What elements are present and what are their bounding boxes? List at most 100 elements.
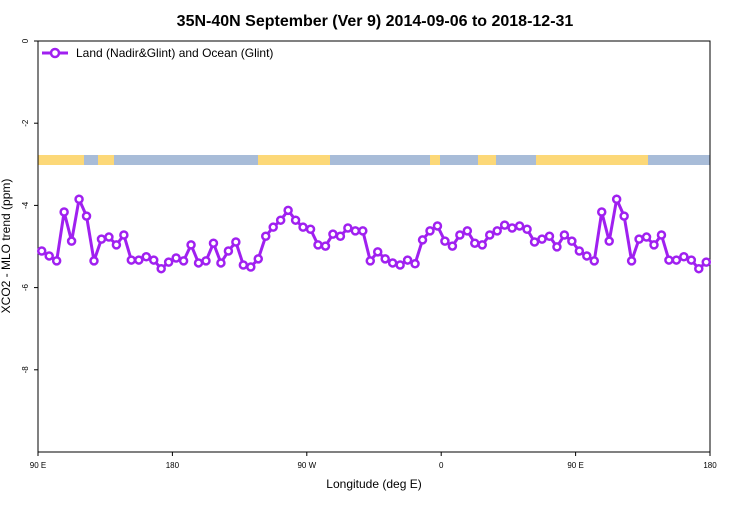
data-point: [74, 194, 84, 204]
data-point: [163, 257, 174, 267]
data-point: [365, 256, 376, 266]
legend-marker: [49, 47, 61, 59]
data-point: [447, 241, 458, 251]
data-point: [328, 229, 338, 239]
data-point: [238, 260, 249, 270]
data-point: [619, 211, 629, 221]
data-point: [313, 240, 323, 250]
data-point: [201, 256, 211, 266]
data-point: [641, 232, 652, 242]
y-tick-label: -6: [21, 283, 30, 291]
chart-title: 35N-40N September (Ver 9) 2014-09-06 to …: [177, 13, 574, 30]
data-point: [440, 236, 450, 246]
x-tick-label: 180: [703, 461, 717, 470]
legend-label: Land (Nadir&Glint) and Ocean (Glint): [76, 46, 273, 60]
data-point: [499, 220, 510, 230]
y-axis-label: XCO2 - MLO trend (ppm): [0, 179, 13, 314]
data-point: [514, 221, 525, 231]
data-point: [231, 237, 241, 247]
data-point: [186, 240, 196, 250]
land-strip: [38, 155, 84, 165]
land-strip: [430, 155, 440, 165]
x-tick-label: 0: [439, 461, 444, 470]
ocean-strip: [38, 155, 710, 165]
data-point: [290, 215, 301, 225]
data-point: [462, 226, 473, 236]
land-strip: [536, 155, 648, 165]
data-point: [701, 257, 712, 267]
data-point: [66, 236, 77, 246]
x-tick-label: 90 E: [567, 461, 583, 470]
data-point: [455, 230, 465, 240]
data-point: [178, 256, 189, 266]
land-strip: [478, 155, 496, 165]
data-point: [36, 246, 47, 256]
land-strip: [258, 155, 330, 165]
data-point: [260, 231, 271, 241]
data-point: [410, 259, 420, 269]
data-point: [305, 224, 316, 234]
data-point: [208, 238, 219, 248]
y-tick-label: -8: [21, 366, 30, 374]
y-tick-label: 0: [21, 38, 30, 43]
data-point: [656, 230, 667, 240]
data-point: [44, 251, 54, 261]
data-point: [589, 256, 600, 266]
data-point: [275, 215, 286, 225]
data-point: [477, 240, 488, 250]
data-point: [104, 232, 114, 242]
data-point: [664, 255, 674, 265]
data-point: [402, 255, 413, 265]
data-point: [343, 223, 353, 233]
data-point: [522, 224, 532, 234]
data-point: [320, 241, 331, 251]
data-point: [119, 230, 129, 240]
data-point: [694, 263, 704, 274]
data-point: [171, 253, 181, 263]
legend: Land (Nadir&Glint) and Ocean (Glint): [42, 46, 273, 60]
data-point: [216, 258, 226, 268]
data-point: [425, 226, 435, 236]
data-point: [574, 246, 585, 256]
data-point: [582, 251, 592, 261]
data-point: [596, 207, 607, 217]
data-point: [89, 256, 99, 266]
data-point: [529, 237, 540, 247]
data-point: [507, 223, 517, 233]
data-point: [492, 226, 502, 236]
data-point: [559, 230, 570, 240]
data-point: [686, 255, 697, 265]
data-point: [604, 236, 614, 246]
data-point: [253, 254, 264, 264]
data-point: [544, 231, 555, 241]
data-point: [372, 247, 383, 257]
data-point: [141, 252, 152, 262]
data-point: [148, 255, 159, 265]
data-point: [649, 240, 659, 250]
x-axis-label: Longitude (deg E): [326, 477, 421, 491]
x-tick-label: 180: [166, 461, 180, 470]
land-strip: [98, 155, 114, 165]
x-tick-label: 90 E: [30, 461, 46, 470]
data-point: [611, 194, 622, 204]
plot-frame: [37, 40, 711, 453]
data-point: [484, 230, 495, 240]
data-point: [59, 207, 69, 217]
data-point: [81, 211, 92, 221]
data-point: [470, 238, 480, 248]
data-point: [134, 255, 144, 265]
data-point: [537, 234, 547, 244]
data-point: [223, 246, 234, 256]
data-point: [395, 260, 405, 270]
data-point: [246, 262, 256, 272]
data-point: [432, 221, 443, 231]
data-point: [51, 256, 62, 266]
x-tick-label: 90 W: [297, 461, 316, 470]
data-point: [96, 234, 107, 244]
data-point: [350, 226, 361, 236]
data-point: [634, 234, 644, 244]
data-point: [380, 254, 390, 264]
land-ocean-strip: [38, 155, 710, 165]
data-point: [193, 258, 204, 268]
